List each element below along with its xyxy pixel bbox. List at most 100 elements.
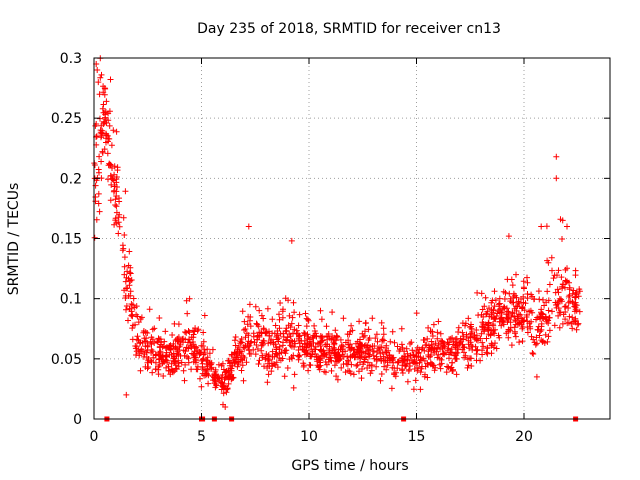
data-point xyxy=(149,326,156,333)
data-point xyxy=(123,391,130,398)
data-point xyxy=(121,232,128,238)
data-point xyxy=(417,386,424,393)
data-point xyxy=(126,282,133,289)
data-point xyxy=(488,311,495,318)
data-point xyxy=(102,114,109,121)
data-point xyxy=(185,359,192,366)
data-point xyxy=(304,316,311,323)
data-point xyxy=(530,351,537,357)
data-point xyxy=(319,337,326,344)
data-point xyxy=(554,301,561,307)
data-point xyxy=(95,200,102,207)
data-point xyxy=(510,294,517,301)
data-point xyxy=(285,297,292,304)
data-point xyxy=(175,321,182,328)
data-point xyxy=(444,347,451,354)
data-point xyxy=(509,282,516,289)
data-point xyxy=(493,345,500,352)
data-point xyxy=(472,343,479,350)
data-point xyxy=(191,345,198,352)
data-point xyxy=(111,221,118,228)
data-point xyxy=(155,371,162,378)
data-point xyxy=(104,150,111,157)
data-point xyxy=(465,362,472,369)
data-point xyxy=(98,71,105,78)
data-point xyxy=(438,356,445,363)
data-point xyxy=(277,300,284,306)
data-point xyxy=(344,353,351,360)
data-point xyxy=(246,350,253,357)
data-point xyxy=(502,289,509,296)
data-point xyxy=(133,303,140,310)
data-point xyxy=(572,294,578,301)
data-point xyxy=(478,311,485,318)
data-point xyxy=(272,322,279,329)
data-point xyxy=(475,337,481,344)
data-point xyxy=(279,308,286,315)
y-tick-label: 0.25 xyxy=(51,111,82,127)
data-point xyxy=(184,310,191,317)
data-point xyxy=(465,315,472,322)
data-point xyxy=(542,331,549,338)
data-point xyxy=(100,89,107,96)
data-point xyxy=(548,254,555,261)
data-point xyxy=(555,267,562,274)
data-point xyxy=(232,356,239,363)
data-point xyxy=(406,360,413,367)
data-point xyxy=(201,312,208,319)
data-point xyxy=(552,289,559,296)
data-point xyxy=(564,320,571,327)
data-point xyxy=(122,278,129,285)
data-point xyxy=(231,337,238,344)
y-tick-label: 0.1 xyxy=(60,292,82,308)
data-point xyxy=(354,361,361,368)
data-point xyxy=(135,319,142,326)
data-point xyxy=(105,162,112,169)
data-point xyxy=(417,369,424,376)
data-point xyxy=(195,326,202,333)
data-point xyxy=(533,340,540,347)
data-point xyxy=(152,352,159,359)
data-point xyxy=(332,327,339,334)
data-point xyxy=(122,188,129,195)
data-point xyxy=(413,310,420,317)
data-point xyxy=(353,348,360,355)
data-point xyxy=(136,340,143,347)
data-point xyxy=(103,139,109,146)
data-point xyxy=(399,370,406,376)
data-point xyxy=(398,325,405,332)
data-point xyxy=(482,294,489,301)
data-point xyxy=(241,354,248,361)
data-point xyxy=(189,350,195,357)
data-point xyxy=(97,74,104,81)
data-point xyxy=(483,310,490,317)
data-point xyxy=(407,340,413,347)
data-point xyxy=(466,355,473,362)
data-point xyxy=(399,367,406,374)
data-point xyxy=(196,348,203,355)
data-point xyxy=(501,296,508,302)
data-point xyxy=(225,367,232,374)
y-tick-label: 0.15 xyxy=(51,232,82,248)
data-point xyxy=(415,353,422,360)
data-point xyxy=(243,330,250,337)
data-point xyxy=(349,327,356,334)
data-point xyxy=(182,348,189,355)
data-point xyxy=(520,284,527,291)
data-point xyxy=(576,286,583,293)
data-point xyxy=(241,318,248,325)
data-point xyxy=(317,357,324,364)
data-point xyxy=(310,332,317,339)
data-point xyxy=(487,332,494,339)
data-point xyxy=(240,377,247,384)
data-point xyxy=(551,272,558,279)
data-point xyxy=(113,128,120,135)
data-point xyxy=(404,378,411,385)
data-point xyxy=(239,308,246,315)
data-point xyxy=(425,324,432,331)
data-point xyxy=(99,148,106,155)
data-point xyxy=(162,328,169,335)
data-point xyxy=(471,334,477,341)
data-point xyxy=(159,352,166,359)
data-point xyxy=(535,288,542,295)
